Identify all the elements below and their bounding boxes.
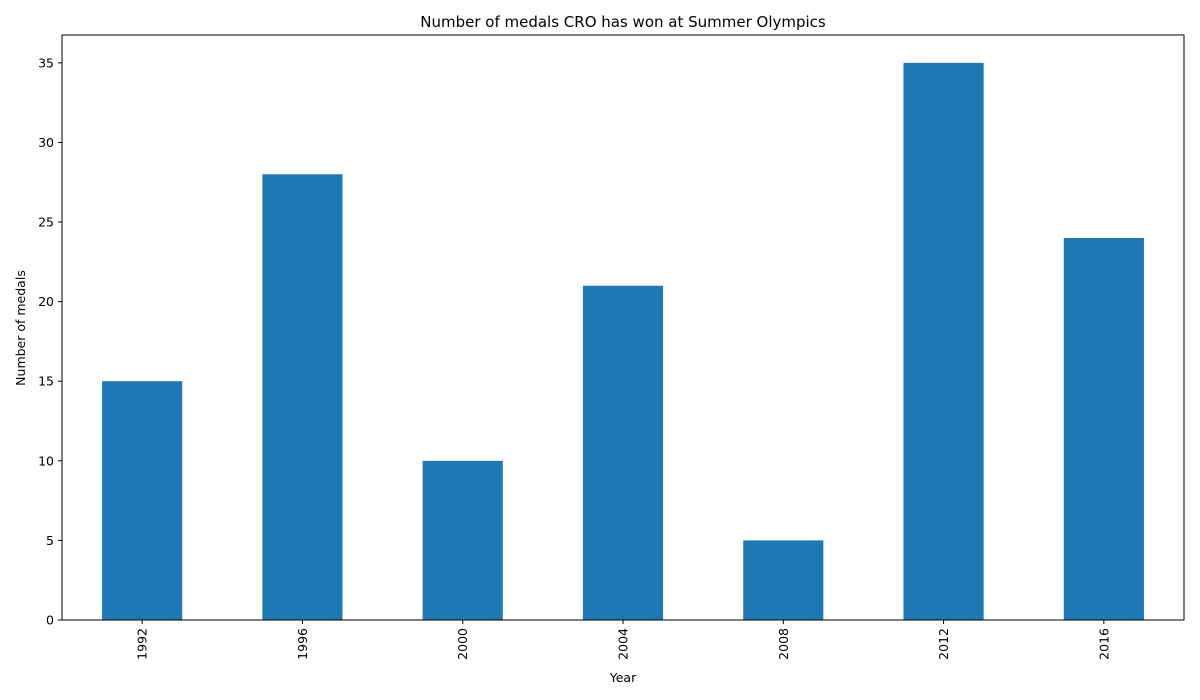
bar-1996 [262, 174, 343, 621]
x-tick-label: 1992 [135, 628, 150, 660]
x-tick-label: 2000 [455, 628, 470, 660]
y-tick-label: 10 [38, 453, 54, 468]
x-axis-label: Year [609, 670, 637, 685]
y-axis-ticks: 0 5 10 15 20 25 30 35 [38, 55, 62, 628]
x-axis-ticks: 1992 1996 2000 2004 2008 2012 2016 [135, 620, 1111, 660]
bar-2016 [1063, 237, 1144, 620]
bar-2000 [422, 460, 503, 620]
bar-2004 [582, 285, 664, 620]
x-tick-label: 2008 [776, 628, 791, 660]
x-tick-label: 1996 [295, 628, 310, 660]
bar-2008 [743, 540, 824, 620]
plot-frame [61, 34, 1185, 621]
bars-group [102, 62, 1144, 621]
x-tick-label: 2004 [616, 628, 631, 660]
y-tick-label: 35 [38, 55, 54, 70]
y-tick-label: 0 [46, 613, 54, 628]
y-tick-label: 30 [38, 135, 54, 150]
y-tick-label: 20 [38, 294, 54, 309]
bar-1992 [102, 381, 183, 620]
y-tick-label: 25 [38, 215, 54, 230]
x-tick-label: 2012 [936, 628, 951, 660]
y-tick-label: 15 [38, 374, 54, 389]
y-tick-label: 5 [46, 533, 54, 548]
x-tick-label: 2016 [1096, 628, 1111, 660]
chart-title: Number of medals CRO has won at Summer O… [420, 13, 826, 31]
y-axis-label: Number of medals [13, 270, 28, 386]
bar-2012 [903, 62, 984, 621]
